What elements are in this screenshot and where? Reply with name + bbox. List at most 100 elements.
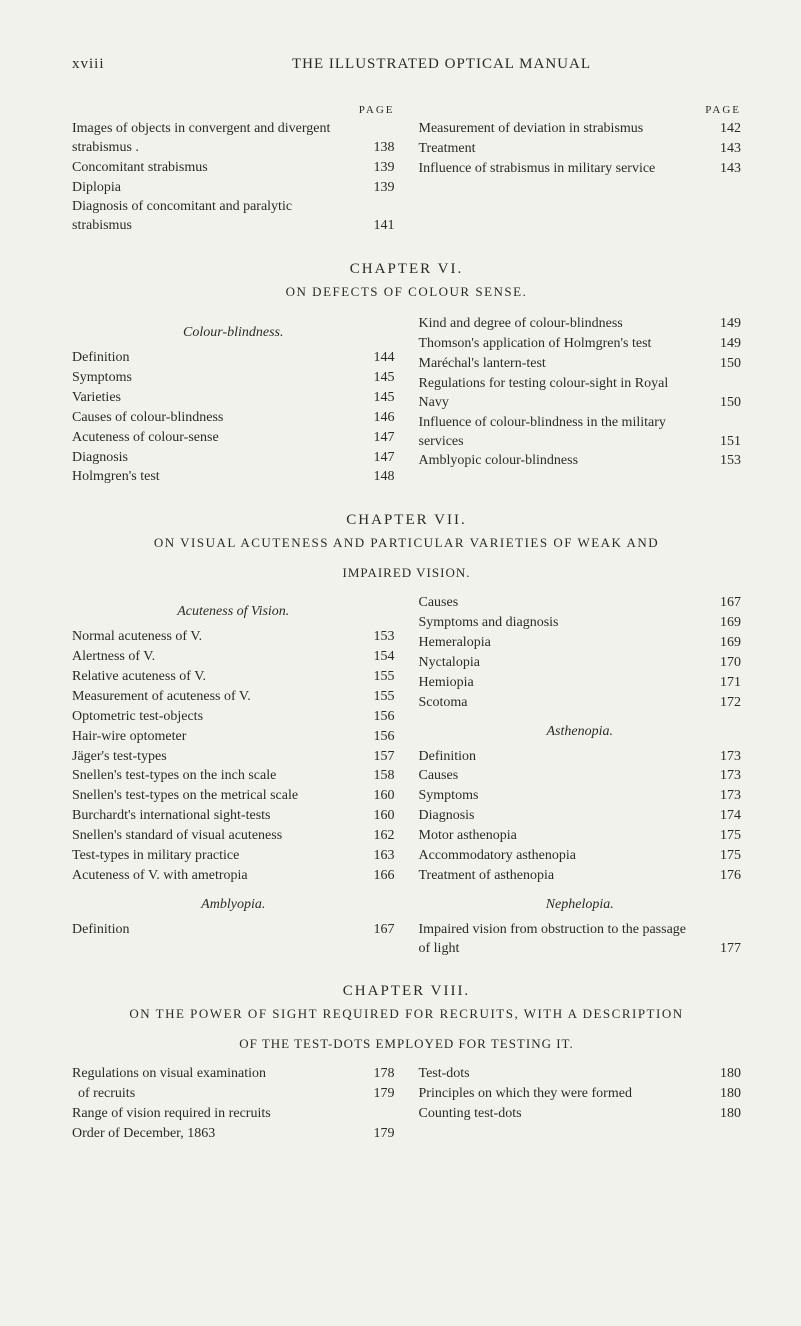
entry-page: 149 xyxy=(713,315,741,334)
leader-dots xyxy=(521,841,709,842)
entry-text: Kind and degree of colour-blindness xyxy=(419,315,623,334)
entry-text: Treatment xyxy=(419,140,476,159)
entry-text: Regulations on visual examination xyxy=(72,1065,266,1084)
toc-entry: Accommodatory asthenopia175 xyxy=(419,847,742,866)
entry-page: 167 xyxy=(713,594,741,613)
toc-entry: Optometric test-objects156 xyxy=(72,708,395,727)
entry-page: 153 xyxy=(713,452,741,471)
entry-page: 141 xyxy=(367,217,395,236)
entry-text: Measurement of acuteness of V. xyxy=(72,688,251,707)
entry-page: 177 xyxy=(713,940,741,959)
entry-page: 180 xyxy=(713,1085,741,1104)
leader-dots xyxy=(582,466,709,467)
ch6-left-entries: Definition144Symptoms145Varieties145Caus… xyxy=(72,349,395,487)
leader-dots xyxy=(286,841,362,842)
leader-dots xyxy=(159,662,362,663)
toc-entry: of recruits179 xyxy=(72,1085,395,1104)
book-title: THE ILLUSTRATED OPTICAL MANUAL xyxy=(142,56,741,73)
entry-page: 173 xyxy=(713,767,741,786)
leader-dots xyxy=(550,369,709,370)
entry-page: 149 xyxy=(713,335,741,354)
entry-page: 176 xyxy=(713,867,741,886)
entry-text: Measurement of deviation in strabismus xyxy=(419,120,644,139)
leader-dots xyxy=(478,688,709,689)
leader-dots xyxy=(132,462,363,463)
leader-dots xyxy=(462,781,709,782)
leader-dots xyxy=(472,708,710,709)
ch7-right-head2: Asthenopia. xyxy=(419,723,742,742)
toc-entry: Diagnosis174 xyxy=(419,807,742,826)
toc-entry: Holmgren's test148 xyxy=(72,468,395,487)
top-section: PAGE Images of objects in convergent and… xyxy=(72,103,741,237)
entry-text: Definition xyxy=(72,921,130,940)
entry-text: Motor asthenopia xyxy=(419,827,517,846)
entry-page: 145 xyxy=(367,369,395,388)
entry-text: Influence of colour-blindness in the mil… xyxy=(419,414,696,452)
entry-page: 150 xyxy=(713,355,741,374)
leader-dots xyxy=(655,349,709,350)
toc-entry: Acuteness of colour-sense147 xyxy=(72,429,395,448)
chapter-8-body: Regulations on visual examination178of r… xyxy=(72,1064,741,1145)
entry-text: Hemiopia xyxy=(419,674,474,693)
toc-entry: Kind and degree of colour-blindness 149 xyxy=(419,315,742,334)
leader-dots xyxy=(700,953,709,954)
entry-page: 144 xyxy=(367,349,395,368)
leader-dots xyxy=(495,648,709,649)
ch6-left-head: Colour-blindness. xyxy=(72,324,395,343)
toc-entry: Varieties145 xyxy=(72,389,395,408)
toc-entry: Acuteness of V. with ametropia166 xyxy=(72,867,395,886)
toc-entry: Range of vision required in recruits xyxy=(72,1105,395,1124)
leader-dots xyxy=(462,608,709,609)
entry-page: 156 xyxy=(367,728,395,747)
toc-entry: Diplopia139 xyxy=(72,179,395,198)
leader-dots xyxy=(125,192,363,193)
toc-entry: Amblyopic colour-blindness 153 xyxy=(419,452,742,471)
entry-text: Images of objects in convergent and dive… xyxy=(72,120,350,158)
leader-dots xyxy=(134,935,363,936)
entry-page: 156 xyxy=(367,708,395,727)
entry-text: Symptoms xyxy=(419,787,479,806)
toc-entry: Motor asthenopia 175 xyxy=(419,827,742,846)
entry-page: 179 xyxy=(367,1085,395,1104)
leader-dots xyxy=(164,482,363,483)
entry-page: 171 xyxy=(713,674,741,693)
ch7-left2-entries: Definition 167 xyxy=(72,921,395,940)
toc-entry: Treatment 143 xyxy=(419,140,742,159)
entry-text: Amblyopic colour-blindness xyxy=(419,452,579,471)
toc-entry: Order of December, 1863179 xyxy=(72,1125,395,1144)
leader-dots xyxy=(302,801,362,802)
entry-page: 160 xyxy=(367,807,395,826)
toc-entry: Definition 167 xyxy=(72,921,395,940)
entry-text: Thomson's application of Holmgren's test xyxy=(419,335,652,354)
toc-entry: Principles on which they were formed180 xyxy=(419,1085,742,1104)
toc-entry: Snellen's test-types on the metrical sca… xyxy=(72,787,395,806)
entry-page: 175 xyxy=(713,827,741,846)
leader-dots xyxy=(275,1119,363,1120)
chapter-8-title: CHAPTER VIII. xyxy=(72,983,741,1000)
leader-dots xyxy=(243,861,362,862)
entry-page: 167 xyxy=(367,921,395,940)
toc-entry: Test-types in military practice163 xyxy=(72,847,395,866)
leader-dots xyxy=(270,1079,362,1080)
entry-page: 173 xyxy=(713,748,741,767)
ch8-right-col: Test-dots180Principles on which they wer… xyxy=(419,1064,742,1145)
entry-page: 179 xyxy=(367,1125,395,1144)
ch8-left-col: Regulations on visual examination178of r… xyxy=(72,1064,395,1145)
leader-dots xyxy=(136,383,363,384)
entry-page: 158 xyxy=(367,767,395,786)
leader-dots xyxy=(206,642,362,643)
entry-page: 151 xyxy=(713,433,741,452)
entry-text: Causes of colour-blindness xyxy=(72,409,223,428)
entry-text: Regulations for testing colour-sight in … xyxy=(419,375,696,413)
entry-page: 143 xyxy=(713,140,741,159)
leader-dots xyxy=(484,668,709,669)
chapter-8-sub: ON THE POWER OF SIGHT REQUIRED FOR RECRU… xyxy=(72,1006,741,1022)
chapter-6-sub: ON DEFECTS OF COLOUR SENSE. xyxy=(72,284,741,300)
toc-entry: Jäger's test-types157 xyxy=(72,748,395,767)
toc-entry: Hair-wire optometer156 xyxy=(72,728,395,747)
entry-page: 145 xyxy=(367,389,395,408)
leader-dots xyxy=(479,821,710,822)
leader-dots xyxy=(210,682,362,683)
page-label: PAGE xyxy=(419,103,742,118)
entry-text: Symptoms and diagnosis xyxy=(419,614,559,633)
